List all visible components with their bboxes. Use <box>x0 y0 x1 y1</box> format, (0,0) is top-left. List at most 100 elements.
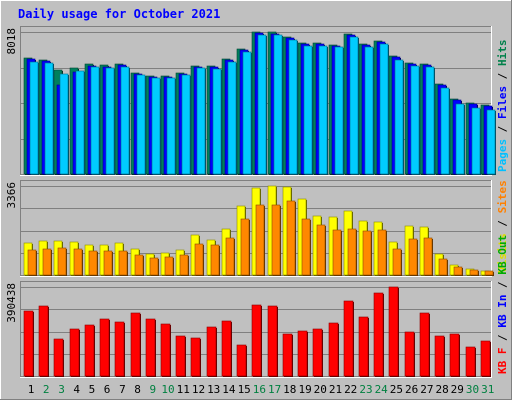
bar-kb-f-day-11 <box>175 335 186 377</box>
bar-kb-f-day-25 <box>388 286 399 377</box>
x-tick-label-day-6: 6 <box>104 383 111 396</box>
bar-pages-day-27 <box>425 66 435 175</box>
bar-kb-f-day-29 <box>449 333 460 377</box>
bar-kb-f-day-2 <box>38 305 49 377</box>
x-tick-label-day-3: 3 <box>58 383 65 396</box>
legend-entry-visits: Visits <box>496 233 509 273</box>
bar-sites-day-15 <box>240 218 250 276</box>
bar-pages-day-29 <box>455 103 465 175</box>
bar-pages-day-12 <box>196 67 206 175</box>
x-tick-label-day-15: 15 <box>238 383 251 396</box>
bar-sites-day-1 <box>27 249 37 276</box>
bar-sites-day-8 <box>134 254 144 276</box>
x-tick-label-day-20: 20 <box>314 383 327 396</box>
bar-sites-day-25 <box>392 248 402 276</box>
bar-pages-day-7 <box>120 66 130 175</box>
bar-pages-day-23 <box>364 46 374 175</box>
x-tick-label-day-11: 11 <box>177 383 190 396</box>
panel-traffic-legend: KB F / KB In / KB Out <box>496 235 509 374</box>
chart-title: Daily usage for October 2021 <box>18 7 220 21</box>
bar-sites-day-6 <box>103 250 113 276</box>
x-tick-label-day-2: 2 <box>43 383 50 396</box>
bar-kb-f-day-18 <box>282 333 293 377</box>
bar-sites-day-26 <box>408 238 418 276</box>
legend-separator: / <box>496 275 509 295</box>
bar-kb-f-day-27 <box>419 312 430 377</box>
bar-sites-day-9 <box>149 257 159 276</box>
bar-pages-day-20 <box>318 45 328 175</box>
bar-pages-day-25 <box>394 59 404 175</box>
x-tick-label-day-28: 28 <box>435 383 448 396</box>
bar-pages-day-15 <box>242 51 252 175</box>
legend-entry-hits: Hits <box>496 40 509 67</box>
legend-separator: / <box>496 119 509 139</box>
bar-pages-day-9 <box>151 77 161 175</box>
x-tick-label-day-23: 23 <box>359 383 372 396</box>
bar-pages-day-10 <box>166 77 176 175</box>
bar-pages-day-2 <box>44 62 54 175</box>
bar-sites-day-20 <box>316 224 326 276</box>
x-tick-label-day-7: 7 <box>119 383 126 396</box>
bar-sites-day-31 <box>484 270 494 276</box>
x-tick-label-day-12: 12 <box>192 383 205 396</box>
bar-sites-day-13 <box>210 244 220 276</box>
x-tick-label-day-21: 21 <box>329 383 342 396</box>
bar-pages-day-24 <box>379 43 389 175</box>
x-tick-label-day-5: 5 <box>89 383 96 396</box>
x-tick-label-day-8: 8 <box>134 383 141 396</box>
legend-entry-kb-in: KB In <box>496 295 509 328</box>
bar-sites-day-5 <box>88 250 98 276</box>
bar-sites-day-10 <box>164 256 174 276</box>
legend-separator: / <box>496 213 509 233</box>
series-kb-f <box>23 286 491 377</box>
bar-pages-day-21 <box>334 46 344 175</box>
bar-kb-f-day-31 <box>480 340 491 377</box>
panel-requests-ymax-label: 8018 <box>5 28 18 55</box>
bar-kb-f-day-28 <box>434 335 445 377</box>
bar-pages-day-1 <box>29 61 39 175</box>
x-tick-label-day-19: 19 <box>298 383 311 396</box>
bar-pages-day-19 <box>303 45 313 175</box>
bar-pages-day-5 <box>90 66 100 175</box>
bar-kb-f-day-20 <box>312 328 323 377</box>
bar-kb-f-day-8 <box>130 312 141 377</box>
x-tick-label-day-24: 24 <box>375 383 389 396</box>
bar-sites-day-22 <box>347 228 357 276</box>
bar-kb-f-day-19 <box>297 330 308 377</box>
x-tick-label-day-31: 31 <box>481 383 494 396</box>
bar-kb-f-day-13 <box>206 326 217 377</box>
bar-sites-day-7 <box>118 250 128 276</box>
bar-pages-day-3 <box>59 73 69 175</box>
x-tick-label-day-22: 22 <box>344 383 357 396</box>
legend-entry-pages: Pages <box>496 139 509 172</box>
bar-kb-f-day-16 <box>251 304 262 377</box>
x-axis-labels: 1 2 3 4 5 6 7 8 9 10 11 12 13 14 15 16 17 18 19 20 21 22 23 24 2… <box>28 383 495 396</box>
bar-kb-f-day-5 <box>84 324 95 377</box>
x-tick-label-day-25: 25 <box>390 383 403 396</box>
bar-pages-day-26 <box>410 65 420 175</box>
x-tick-label-day-10: 10 <box>161 383 174 396</box>
panel-requests: 8018 Pages / Files / Hits <box>5 26 509 176</box>
panel-traffic: 390438 KB F / KB In / KB Out <box>5 235 509 378</box>
bar-sites-day-12 <box>194 243 204 276</box>
panel-visitors-legend: Visits / Sites <box>496 180 509 273</box>
bar-sites-day-23 <box>362 230 372 276</box>
bar-kb-f-day-21 <box>328 322 339 377</box>
bar-sites-day-11 <box>179 254 189 276</box>
legend-separator: / <box>496 328 509 348</box>
bar-sites-day-29 <box>453 266 463 276</box>
bar-kb-f-day-30 <box>465 346 476 377</box>
bar-sites-day-21 <box>332 229 342 276</box>
bar-pages-day-30 <box>471 107 481 175</box>
bar-sites-day-2 <box>42 248 52 276</box>
bar-pages-day-4 <box>75 70 85 175</box>
bar-pages-day-14 <box>227 61 237 175</box>
bar-kb-f-day-14 <box>221 320 232 377</box>
bar-kb-f-day-9 <box>145 318 156 377</box>
bar-sites-day-27 <box>423 237 433 276</box>
panel-requests-legend: Pages / Files / Hits <box>496 40 509 173</box>
x-tick-label-day-16: 16 <box>253 383 266 396</box>
x-tick-label-day-14: 14 <box>222 383 236 396</box>
bar-pages-day-17 <box>273 34 283 175</box>
